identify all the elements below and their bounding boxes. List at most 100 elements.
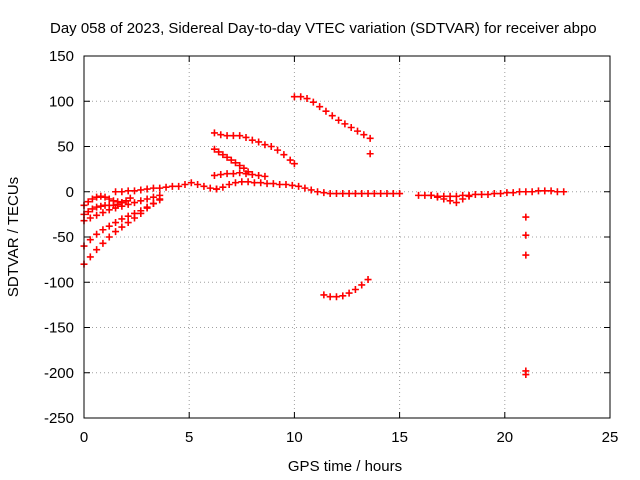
data-point: [290, 160, 298, 168]
data-point: [389, 190, 397, 198]
y-tick-label: 50: [57, 139, 74, 156]
data-point: [219, 151, 227, 159]
data-point: [248, 171, 256, 179]
y-tick-label: 100: [49, 93, 74, 110]
data-point: [335, 116, 343, 124]
data-point: [225, 181, 233, 189]
data-point: [149, 200, 157, 208]
data-point: [88, 195, 96, 203]
data-point: [326, 190, 334, 198]
series-arc-dip-17h: [427, 191, 473, 207]
data-point: [200, 182, 208, 190]
y-tick-label: 150: [49, 48, 74, 65]
data-point: [229, 132, 237, 140]
data-point: [97, 202, 105, 210]
x-tick-label: 25: [602, 429, 619, 446]
data-point: [354, 127, 362, 135]
data-point: [99, 209, 107, 217]
data-point: [366, 134, 374, 142]
data-point: [446, 197, 454, 205]
data-point: [137, 197, 145, 205]
data-point: [84, 208, 92, 216]
data-point: [396, 190, 404, 198]
data-point: [238, 178, 246, 186]
data-point: [105, 222, 113, 230]
data-point: [339, 292, 347, 300]
data-point: [143, 195, 151, 203]
data-point: [320, 189, 328, 197]
data-point: [534, 187, 542, 195]
data-point: [255, 138, 263, 146]
data-point: [452, 199, 460, 207]
data-point: [297, 93, 305, 101]
data-point: [290, 93, 298, 101]
data-point: [124, 200, 132, 208]
data-point: [522, 231, 530, 239]
data-point: [383, 190, 391, 198]
data-point: [257, 179, 265, 187]
data-point: [215, 148, 223, 156]
data-point: [217, 171, 225, 179]
data-point: [97, 192, 105, 200]
data-point: [86, 253, 94, 261]
data-point: [93, 193, 101, 201]
y-axis-ticks: 150 100 50 0 -50 -100 -150 -200 -250: [44, 48, 610, 427]
data-point: [484, 190, 492, 198]
data-point: [452, 192, 460, 200]
x-tick-label: 20: [496, 429, 513, 446]
chart-title: Day 058 of 2023, Sidereal Day-to-day VTE…: [50, 20, 597, 37]
data-point: [229, 170, 237, 178]
data-point: [242, 170, 250, 178]
data-point: [522, 188, 530, 196]
data-point: [101, 193, 109, 201]
data-point: [118, 188, 126, 196]
data-point: [84, 198, 92, 206]
data-point: [130, 199, 138, 207]
data-point: [516, 188, 524, 196]
series-arc-baseline-mid: [213, 178, 404, 198]
data-point: [471, 190, 479, 198]
data-point: [358, 281, 366, 289]
data-point: [105, 233, 113, 241]
data-point: [86, 214, 94, 222]
data-point: [223, 170, 231, 178]
data-point: [93, 230, 101, 238]
data-point: [206, 184, 214, 192]
data-point: [267, 143, 275, 150]
data-point: [213, 185, 221, 193]
data-point: [280, 151, 288, 159]
data-point: [93, 246, 101, 254]
data-point: [210, 171, 218, 179]
y-tick-label: -100: [44, 274, 74, 291]
data-point: [223, 132, 231, 140]
series-arc-6h-upper: [210, 129, 298, 168]
data-point: [459, 195, 467, 203]
data-point: [478, 190, 486, 198]
y-tick-label: -250: [44, 410, 74, 427]
data-point: [364, 190, 372, 198]
data-point: [194, 181, 202, 189]
data-point: [263, 180, 271, 188]
data-point: [162, 183, 170, 191]
data-point: [210, 129, 218, 137]
data-point: [276, 181, 284, 189]
y-tick-label: -200: [44, 365, 74, 382]
data-point: [118, 215, 126, 223]
data-point: [553, 188, 561, 196]
data-point: [255, 171, 263, 179]
data-point: [286, 156, 294, 164]
data-point: [282, 181, 290, 189]
y-tick-label: 0: [66, 184, 74, 201]
data-point: [345, 190, 353, 198]
data-point: [248, 136, 256, 144]
series-isolated-points: [366, 150, 530, 379]
data-point: [236, 162, 244, 170]
data-point: [509, 189, 517, 197]
data-point: [227, 156, 235, 164]
data-point: [261, 141, 269, 149]
data-point: [320, 291, 328, 299]
data-point: [118, 202, 126, 210]
data-point: [503, 189, 511, 197]
series-arc-start-5: [80, 195, 164, 268]
data-point: [465, 192, 473, 200]
